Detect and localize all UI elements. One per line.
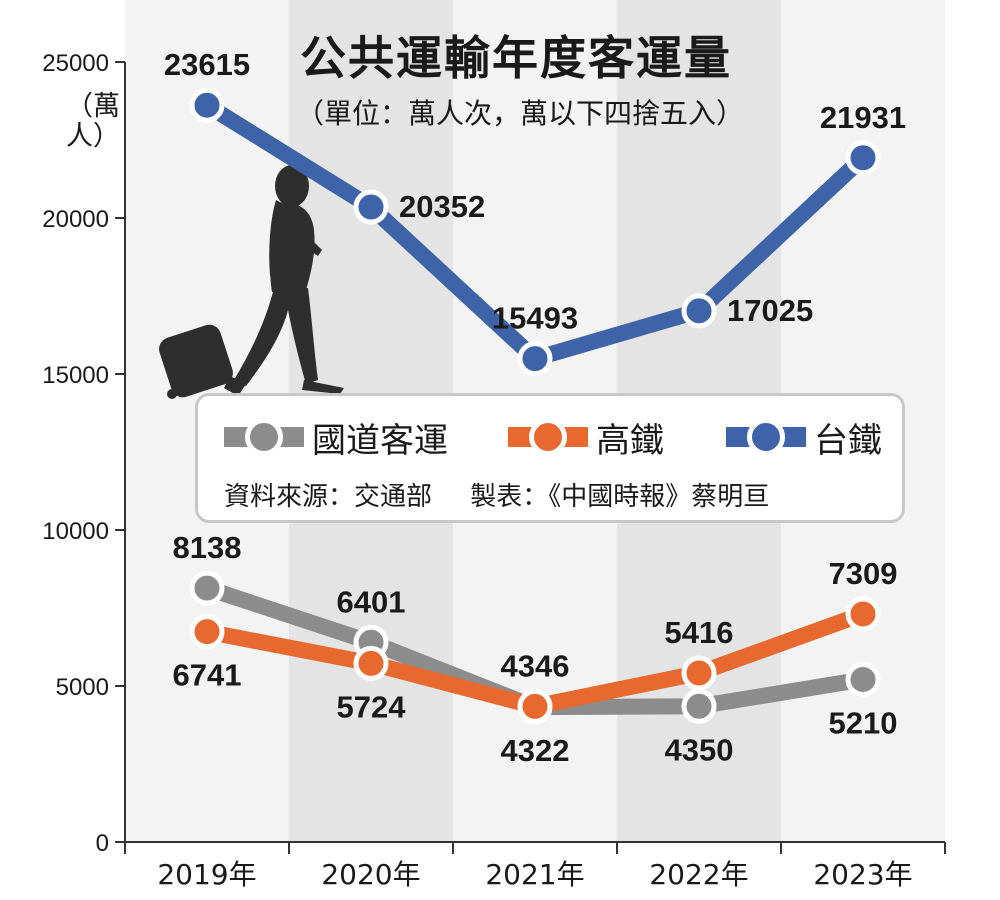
legend-swatch-tra — [726, 417, 806, 457]
series-lines — [189, 87, 881, 725]
data-label: 5416 — [665, 615, 734, 650]
data-point — [189, 570, 225, 606]
legend-item-tra: 台鐵 — [726, 412, 882, 462]
data-label: 4346 — [501, 648, 570, 683]
data-label: 20352 — [399, 189, 485, 224]
data-label: 21931 — [820, 100, 906, 135]
legend: 國道客運 高鐵 台鐵 資料來源：交通部 製表：《中國時報》蔡明亘 — [195, 393, 905, 523]
data-point — [681, 655, 717, 691]
chart-title: 公共運輸年度客運量 — [300, 31, 732, 85]
source-note: 資料來源：交通部 製表：《中國時報》蔡明亘 — [224, 476, 799, 513]
data-point — [845, 140, 881, 176]
source-maker-text: 製表：《中國時報》蔡明亘 — [470, 482, 770, 512]
legend-label-bus: 國道客運 — [312, 420, 448, 461]
x-tick-label: 2019年 — [157, 858, 256, 891]
traveler-silhouette-icon — [159, 165, 344, 399]
data-point — [517, 688, 553, 724]
data-point — [681, 688, 717, 724]
data-point — [353, 645, 389, 681]
x-tick-label: 2020年 — [321, 858, 420, 891]
legend-item-hsr: 高鐵 — [508, 412, 664, 462]
legend-label-hsr: 高鐵 — [596, 420, 664, 461]
y-tick-label: 0 — [96, 830, 109, 857]
y-tick-label: 20000 — [42, 206, 109, 233]
data-point — [517, 341, 553, 377]
data-label: 7309 — [829, 556, 898, 591]
data-label: 4322 — [501, 733, 570, 768]
legend-item-bus: 國道客運 — [224, 412, 448, 462]
y-axis-unit-label: （萬人） — [66, 91, 120, 152]
legend-swatch-hsr — [508, 417, 588, 457]
legend-label-tra: 台鐵 — [814, 420, 882, 461]
data-label: 6401 — [337, 584, 406, 619]
data-label: 15493 — [492, 301, 578, 336]
data-point — [189, 614, 225, 650]
data-point — [845, 661, 881, 697]
y-tick-label: 15000 — [42, 362, 109, 389]
data-label: 17025 — [727, 293, 813, 328]
data-label: 8138 — [173, 530, 242, 565]
source-data-text: 資料來源：交通部 — [224, 482, 433, 512]
y-tick-label: 25000 — [42, 50, 109, 77]
data-label: 23615 — [164, 47, 250, 82]
data-point — [845, 596, 881, 632]
data-point — [189, 87, 225, 123]
x-tick-label: 2022年 — [649, 858, 748, 891]
chart-subtitle: （單位：萬人次，萬以下四捨五入） — [296, 97, 745, 130]
data-point — [353, 189, 389, 225]
y-axis: 0 5000 10000 15000 20000 25000 — [42, 50, 126, 857]
x-axis: 2019年 2020年 2021年 2022年 2023年 — [124, 841, 946, 891]
data-label: 4350 — [665, 732, 734, 767]
data-labels: 8138 6401 4322 4350 5210 6741 5724 4346 5416 7309… — [164, 47, 906, 768]
data-label: 5724 — [337, 689, 407, 724]
y-tick-label: 5000 — [56, 674, 109, 701]
x-tick-label: 2023年 — [813, 858, 912, 891]
y-tick-label: 10000 — [42, 518, 109, 545]
x-tick-label: 2021年 — [485, 858, 584, 891]
data-point — [681, 293, 717, 329]
data-label: 5210 — [829, 705, 898, 740]
data-label: 6741 — [173, 658, 242, 693]
legend-swatch-bus — [224, 417, 304, 457]
